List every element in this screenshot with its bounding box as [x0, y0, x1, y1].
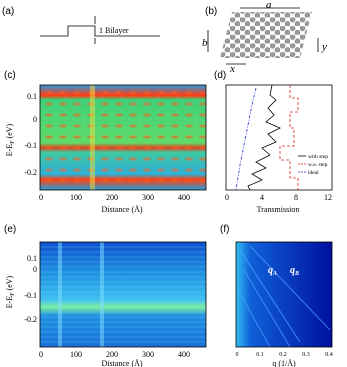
- heatmap: [236, 242, 332, 347]
- legend-entry: ideal: [308, 170, 319, 176]
- x-tick: 8: [294, 193, 298, 202]
- axis-x: x: [229, 63, 235, 75]
- x-tick: 12: [324, 193, 332, 202]
- step-edge: [100, 242, 104, 347]
- x-tick: 0: [225, 193, 229, 202]
- panel-label: (f): [220, 224, 229, 235]
- x-tick: 200: [106, 193, 118, 202]
- x-label: Distance (Å): [101, 359, 142, 367]
- y-tick: -0.2: [24, 315, 37, 324]
- y-tick: -0.1: [24, 291, 37, 300]
- x-tick: 400: [178, 193, 190, 202]
- q-label: qA: [268, 265, 277, 277]
- lattice: [220, 12, 312, 58]
- x-label: Distance (Å): [101, 205, 142, 214]
- step-label: 1 Bilayer: [99, 26, 129, 35]
- q-label: qB: [290, 265, 299, 277]
- x-tick: 0.4: [325, 352, 333, 358]
- x-tick: 4: [260, 193, 264, 202]
- step-profile: [40, 25, 160, 37]
- axis-y: y: [321, 41, 327, 53]
- x-tick: 100: [70, 193, 82, 202]
- heatmap-texture: [40, 85, 206, 190]
- x-tick: 100: [70, 350, 82, 359]
- lattice-a: a: [266, 0, 272, 11]
- panel-label: (e): [4, 224, 16, 235]
- lattice-b: b: [202, 37, 208, 49]
- x-tick: 0.2: [279, 352, 287, 358]
- y-tick: 0: [33, 115, 37, 124]
- y-tick: 0: [33, 265, 37, 274]
- x-label: q (1/Å): [272, 359, 296, 367]
- x-tick: 0.3: [302, 352, 310, 358]
- step-edge: [90, 85, 95, 190]
- frame: [235, 241, 333, 348]
- legend-entry: w.o. step: [308, 162, 328, 168]
- y-label: E-EF (eV): [5, 275, 16, 308]
- x-tick: 0: [39, 193, 43, 202]
- y-label: E-EF (eV): [5, 123, 16, 156]
- curve-with-step: [247, 84, 281, 191]
- dispersion-streaks: [237, 245, 331, 348]
- y-tick: 0.1: [27, 254, 37, 263]
- panel-label: (b): [205, 6, 217, 17]
- x-tick: 200: [106, 350, 118, 359]
- y-tick: -0.2: [24, 168, 37, 177]
- frame: [39, 84, 207, 191]
- lattice-arrows: [207, 7, 319, 65]
- legend-entry: with step: [308, 154, 328, 160]
- panel-label: (d): [214, 70, 226, 81]
- x-tick: 0.1: [256, 352, 264, 358]
- x-tick: 0: [236, 352, 239, 358]
- panel-label: (a): [2, 6, 14, 17]
- step-edge: [58, 242, 62, 347]
- frame: [39, 241, 207, 348]
- x-tick: 300: [142, 193, 154, 202]
- frame: [225, 84, 333, 191]
- curve-ideal: [235, 87, 257, 191]
- panel-label: (c): [4, 70, 16, 81]
- y-tick: 0.1: [27, 92, 37, 101]
- x-tick: 300: [142, 350, 154, 359]
- x-tick: 400: [178, 350, 190, 359]
- heatmap-texture: [40, 242, 206, 347]
- y-tick: -0.1: [24, 141, 37, 150]
- x-label: Transmission: [257, 205, 300, 214]
- x-tick: 0: [39, 350, 43, 359]
- curve-without-step: [279, 85, 299, 190]
